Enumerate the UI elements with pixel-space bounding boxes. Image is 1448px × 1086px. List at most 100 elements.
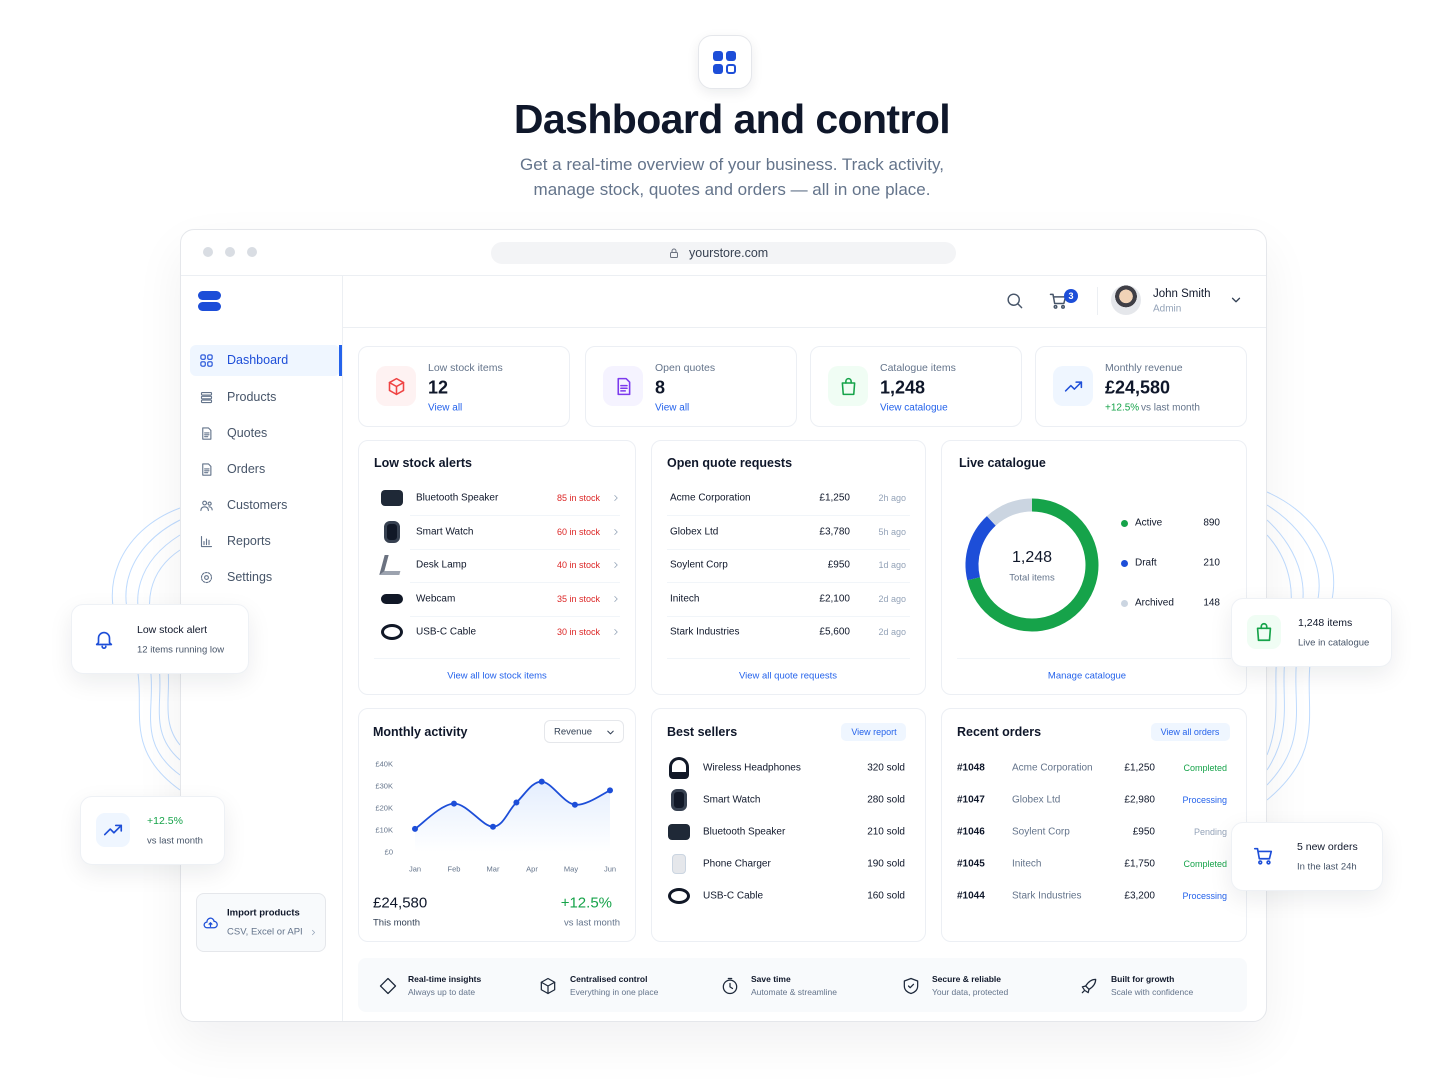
feature-title: Secure & reliable (932, 974, 1001, 984)
import-title: Import products (227, 907, 300, 919)
icon-part (379, 977, 397, 995)
dropdown[interactable] (544, 720, 624, 743)
nav-item[interactable]: Dashboard (227, 353, 289, 367)
user-name: John Smith (1153, 288, 1211, 300)
feature-title: Built for growth (1111, 974, 1175, 984)
product-name: Desk Lamp (416, 559, 467, 571)
quote-amount: £950 (827, 559, 850, 571)
doc-icon (616, 377, 630, 395)
icon-part (1258, 860, 1263, 865)
x-tick-label: Jun (603, 864, 617, 874)
doc-icon (201, 462, 211, 476)
icon-part (203, 917, 218, 928)
floating-card (71, 604, 249, 674)
product-image (669, 757, 689, 779)
product-name: Smart Watch (416, 526, 474, 538)
chevr-icon (614, 495, 618, 501)
quote-company: Globex Ltd (670, 526, 719, 538)
y-tick-label: £30K (375, 781, 393, 791)
quote-company: Acme Corporation (670, 492, 751, 504)
legend-label: Active (1135, 517, 1163, 529)
window-dot (247, 247, 257, 257)
donut-segment (965, 516, 996, 581)
feature-subtitle: Your data, protected (932, 987, 1009, 997)
row-divider (410, 549, 620, 550)
product-image (668, 888, 690, 904)
panel-link[interactable]: View all low stock items (447, 670, 547, 682)
product-name: Smart Watch (703, 794, 761, 806)
stat-link[interactable]: View catalogue (880, 402, 948, 414)
nav-item[interactable]: Products (227, 390, 277, 404)
stat-link[interactable]: View all (428, 402, 463, 414)
topbar-separator (1097, 287, 1098, 315)
rocket-icon (1081, 978, 1097, 994)
icon-part (311, 929, 315, 935)
panel-footer-divider (374, 658, 620, 659)
order-status: Processing (1182, 891, 1227, 901)
icon-part (1049, 293, 1067, 305)
stat-label: Catalogue items (880, 362, 956, 374)
icon-part (103, 824, 123, 836)
import-card[interactable] (196, 893, 326, 952)
view-report-button[interactable] (841, 723, 906, 741)
floating-card (1231, 822, 1383, 891)
icon-part (1260, 622, 1268, 630)
icon-part (203, 431, 210, 437)
gear-icon (200, 571, 212, 583)
panel-title: Low stock alerts (374, 456, 472, 470)
y-tick-label: £40K (375, 759, 393, 769)
order-status: Completed (1183, 859, 1227, 869)
nav-item[interactable]: Quotes (227, 426, 268, 440)
icon-part (1016, 302, 1022, 308)
topbar-divider (343, 327, 1266, 328)
panel (651, 708, 926, 942)
product-name: Bluetooth Speaker (703, 826, 786, 838)
quote-company: Stark Industries (670, 626, 740, 638)
stock-level: 60 in stock (556, 527, 600, 537)
cart-badge: 3 (1068, 291, 1074, 301)
bag-icon (1256, 622, 1272, 642)
dropdown-label: Revenue (554, 726, 593, 738)
icon-part (199, 360, 206, 367)
nav-item[interactable]: Settings (227, 570, 273, 584)
stat-change: +12.5% (1105, 402, 1140, 414)
user-role: Admin (1153, 303, 1182, 315)
activity-change-label: vs last month (564, 917, 620, 929)
url-text: yourstore.com (689, 246, 769, 260)
icon-part (200, 395, 212, 399)
row-divider (667, 616, 910, 617)
donut-center-label: Total items (1009, 572, 1055, 584)
stat-link[interactable]: View all (655, 402, 690, 414)
cart-icon (1049, 293, 1067, 309)
nav-item[interactable]: Reports (227, 534, 271, 548)
legend-dot (1121, 519, 1128, 527)
product-image (671, 789, 687, 811)
quote-amount: £3,780 (819, 526, 850, 538)
legend-value: 210 (1203, 557, 1220, 569)
stat-value: 1,248 (880, 377, 926, 398)
floating-subtitle: 12 items running low (137, 644, 225, 656)
icon-part (200, 398, 212, 403)
window-dot (225, 247, 235, 257)
icon-part (844, 377, 852, 384)
units-sold: 320 sold (867, 762, 905, 774)
icon-part (616, 377, 630, 395)
feature-subtitle: Always up to date (408, 987, 476, 997)
icon-part (670, 252, 678, 258)
stat-icon-bg (603, 366, 643, 406)
app-logo-bar (198, 291, 221, 300)
chart-icon (200, 535, 212, 547)
nav-item[interactable]: Orders (227, 462, 266, 476)
chevd-icon (1231, 297, 1241, 303)
product-name: Webcam (416, 593, 456, 605)
nav-active-bg (190, 345, 340, 376)
nav-active-bar (339, 345, 342, 376)
icon-part (1006, 292, 1020, 306)
view-orders-button[interactable] (1151, 723, 1230, 741)
quote-amount: £5,600 (819, 626, 850, 638)
panel-link[interactable]: View all quote requests (738, 670, 838, 682)
feature-title: Real-time insights (408, 974, 482, 984)
panel-link[interactable]: Manage catalogue (1047, 670, 1127, 682)
nav-item[interactable]: Customers (227, 498, 288, 512)
